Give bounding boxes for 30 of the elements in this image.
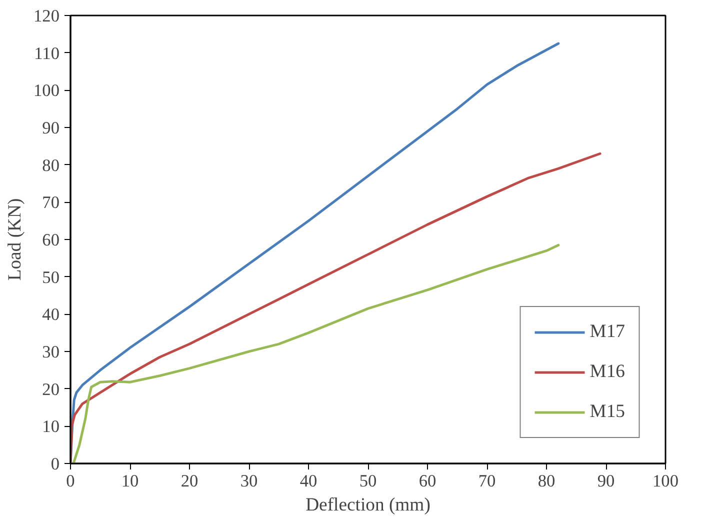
x-tick-label: 50: [359, 472, 377, 490]
y-tick-label: 0: [50, 454, 60, 474]
x-tick-label: 100: [652, 472, 679, 490]
x-tick-label: 80: [538, 472, 556, 490]
y-tick-label: 20: [42, 380, 60, 399]
y-tick-label: 110: [34, 44, 60, 63]
y-tick-label: 90: [42, 118, 60, 138]
legend-label: M16: [590, 361, 625, 383]
line-series: [70, 244, 560, 464]
x-tick-label: 20: [180, 472, 198, 490]
y-tick-label: 100: [34, 81, 60, 100]
x-tick-label: 70: [478, 472, 496, 490]
y-tick-label: 60: [42, 230, 60, 250]
y-tick-label: 50: [42, 268, 60, 287]
x-tick-label: 10: [121, 472, 139, 490]
x-tick-label: 30: [240, 472, 258, 490]
y-tick-label: 70: [42, 193, 60, 212]
legend-label: M17: [590, 321, 625, 343]
x-tick-label: 90: [597, 472, 615, 490]
x-axis-title: Deflection (mm): [306, 494, 430, 516]
y-tick-label: 80: [42, 156, 60, 175]
y-tick-label: 120: [34, 6, 60, 26]
legend-label: M15: [590, 401, 625, 423]
x-tick-label: 60: [418, 472, 436, 490]
y-axis-title: Load (KN): [4, 198, 26, 281]
x-tick-label: 0: [66, 472, 75, 490]
y-tick-label: 10: [42, 417, 60, 436]
x-tick-label: 40: [300, 472, 318, 490]
y-tick-label: 40: [42, 305, 60, 324]
y-tick-label: 30: [42, 342, 60, 362]
